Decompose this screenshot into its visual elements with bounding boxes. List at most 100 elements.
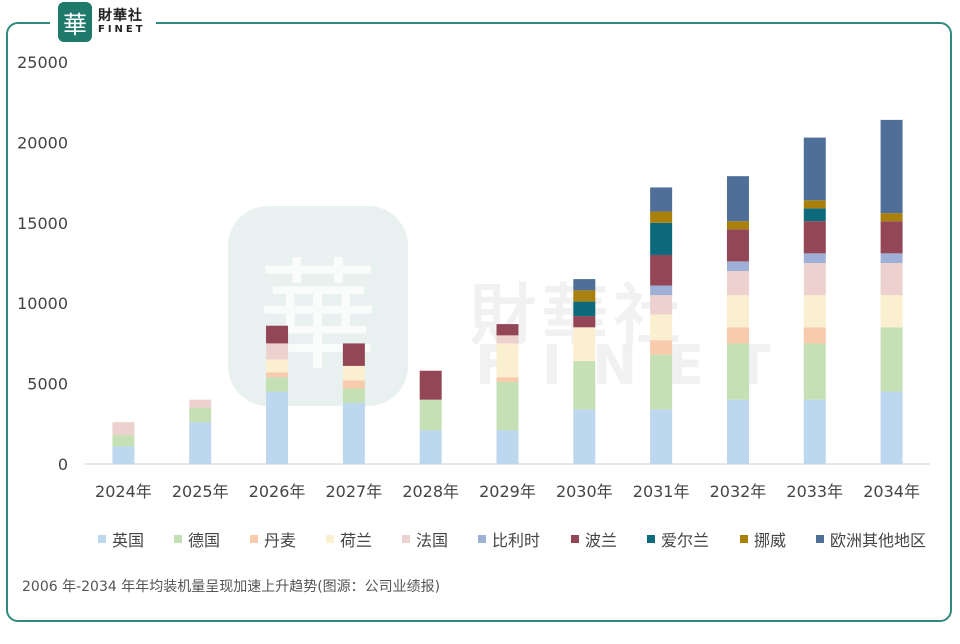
bar-segment [342, 380, 365, 389]
bar-segment [112, 435, 135, 447]
bar-segment [496, 430, 519, 464]
bar-segment [803, 295, 826, 328]
y-tick-label: 25000 [17, 53, 68, 72]
bar-segment [573, 301, 596, 317]
legend-label: 爱尔兰 [661, 531, 709, 550]
bar-segment [880, 391, 903, 464]
legend-label: 比利时 [492, 531, 540, 550]
legend-swatch [174, 535, 182, 543]
watermark-name-en: FINET [475, 334, 801, 397]
y-tick-label: 5000 [27, 375, 68, 394]
x-tick-label: 2024年 [95, 482, 152, 501]
bar-segment [496, 324, 519, 336]
legend-swatch [326, 535, 334, 543]
x-tick-label: 2029年 [479, 482, 536, 501]
bar-segment [803, 263, 826, 296]
bar-segment [419, 399, 442, 431]
legend-label: 波兰 [585, 531, 617, 550]
bar-segment [573, 327, 596, 362]
x-tick-label: 2033年 [786, 482, 843, 501]
bar-segment [112, 446, 135, 464]
legend-label: 荷兰 [340, 531, 372, 550]
bar-segment [189, 422, 212, 464]
bar-segment [189, 399, 212, 408]
bar-segment [803, 327, 826, 344]
bar-segment [880, 221, 903, 254]
legend-swatch [740, 535, 748, 543]
bar-segment [342, 402, 365, 464]
brand-name-cn: 財華社 [98, 8, 143, 24]
legend-label: 英国 [112, 531, 144, 550]
bar-segment [650, 295, 673, 315]
legend-swatch [250, 535, 258, 543]
bar-segment [726, 229, 749, 262]
bar-segment [650, 354, 673, 410]
bar-segment [650, 187, 673, 212]
bar-segment [803, 208, 826, 222]
bar-segment [726, 343, 749, 400]
chart-caption: 2006 年-2034 年年均装机量呈现加速上升趋势(图源：公司业绩报) [22, 579, 441, 595]
x-tick-label: 2032年 [710, 482, 767, 501]
legend-label: 挪威 [754, 531, 786, 550]
x-tick-label: 2034年 [863, 482, 920, 501]
bar-segment [496, 381, 519, 431]
bar-segment [266, 377, 289, 392]
legend-label: 欧洲其他地区 [830, 531, 926, 550]
bar-segment [650, 285, 673, 296]
bar-segment [266, 359, 289, 373]
bar-segment [726, 271, 749, 296]
bar-segment [573, 279, 596, 291]
x-tick-label: 2030年 [556, 482, 613, 501]
bar-segment [650, 254, 673, 286]
bar-segment [726, 399, 749, 464]
x-tick-label: 2027年 [325, 482, 382, 501]
bar-segment [726, 295, 749, 328]
bar-segment [880, 263, 903, 296]
bar-segment [803, 221, 826, 254]
bar-segment [880, 119, 903, 214]
x-tick-label: 2028年 [402, 482, 459, 501]
legend-label: 法国 [416, 531, 448, 550]
bar-segment [573, 409, 596, 464]
bar-segment [726, 261, 749, 272]
bar-segment [573, 290, 596, 302]
bar-segment [496, 335, 519, 344]
legend-swatch [478, 535, 486, 543]
bar-segment [803, 343, 826, 400]
bar-segment [266, 372, 289, 378]
bar-segment [342, 365, 365, 381]
bar-segment [880, 253, 903, 263]
bar-segment [726, 327, 749, 344]
bar-segment [266, 343, 289, 360]
chart-frame [6, 22, 952, 622]
y-tick-label: 0 [58, 455, 68, 474]
legend-swatch [402, 535, 410, 543]
bar-segment [803, 399, 826, 464]
legend-label: 丹麦 [264, 531, 296, 550]
bar-segment [803, 253, 826, 263]
bar-segment [803, 200, 826, 209]
bar-segment [573, 316, 596, 328]
bar-segment [112, 422, 135, 436]
bar-segment [266, 391, 289, 464]
bar-segment [496, 343, 519, 378]
bar-segment [650, 340, 673, 355]
legend-swatch [98, 535, 106, 543]
bar-segment [419, 430, 442, 464]
legend-swatch [571, 535, 579, 543]
bar-segment [189, 407, 212, 423]
bar-segment [803, 137, 826, 201]
brand-name-en: FINET [98, 24, 146, 35]
bar-segment [650, 314, 673, 341]
bar-segment [266, 325, 289, 344]
x-tick-label: 2025年 [172, 482, 229, 501]
bar-segment [342, 343, 365, 366]
brand-logo: 華 財華社 FINET [50, 0, 156, 44]
y-tick-label: 15000 [17, 214, 68, 233]
bar-segment [650, 211, 673, 223]
bar-segment [726, 176, 749, 222]
bar-segment [880, 327, 903, 392]
x-tick-label: 2031年 [633, 482, 690, 501]
brand-seal-icon: 華 [58, 2, 92, 42]
